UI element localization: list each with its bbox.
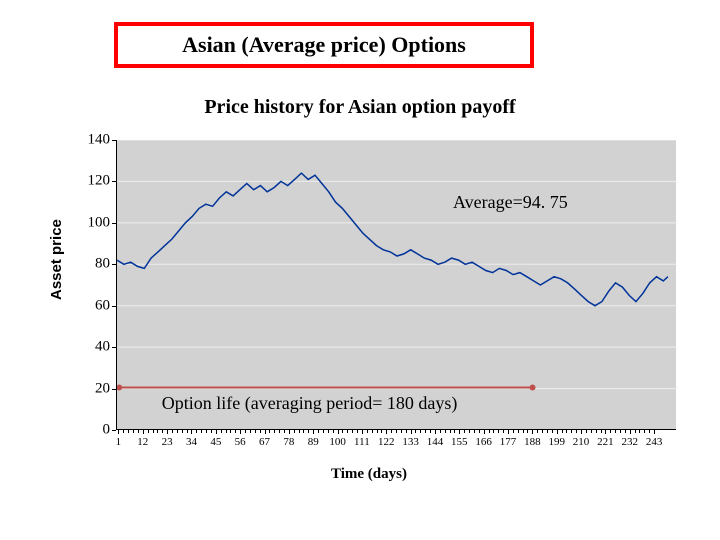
x-tick-label: 243: [646, 436, 663, 448]
y-axis-label: Asset price: [48, 219, 65, 300]
y-tick-label: 40: [72, 339, 110, 356]
x-tick-label: 111: [354, 436, 370, 448]
x-tick-label: 166: [475, 436, 492, 448]
x-tick-label: 12: [137, 436, 148, 448]
x-tick-label: 144: [427, 436, 444, 448]
slide: Asian (Average price) Options Price hist…: [0, 0, 720, 540]
y-tick-label: 0: [72, 422, 110, 439]
x-tick-label: 1: [116, 436, 122, 448]
x-tick-label: 23: [162, 436, 173, 448]
average-annotation: Average=94. 75: [453, 192, 568, 213]
x-tick-label: 34: [186, 436, 197, 448]
slide-title-box: Asian (Average price) Options: [114, 22, 534, 68]
x-tick-label: 188: [524, 436, 541, 448]
y-tick-label: 20: [72, 380, 110, 397]
x-tick-label: 100: [329, 436, 346, 448]
line-series-svg: [117, 140, 677, 430]
chart-subtitle: Price history for Asian option payoff: [0, 96, 720, 119]
price-line: [117, 173, 668, 306]
x-tick-label: 122: [378, 436, 395, 448]
x-tick-label: 155: [451, 436, 468, 448]
x-tick-label: 177: [500, 436, 517, 448]
x-tick-label: 199: [548, 436, 565, 448]
y-tick-label: 60: [72, 297, 110, 314]
x-tick-label: 89: [308, 436, 319, 448]
y-tick-label: 100: [72, 214, 110, 231]
x-tick-label: 210: [573, 436, 590, 448]
option-life-annotation: Option life (averaging period= 180 days): [162, 393, 458, 414]
x-tick-label: 56: [235, 436, 246, 448]
y-tick-label: 120: [72, 173, 110, 190]
x-tick-label: 67: [259, 436, 270, 448]
x-tick-label: 221: [597, 436, 614, 448]
slide-title: Asian (Average price) Options: [182, 32, 466, 58]
x-axis-label: Time (days): [54, 466, 684, 483]
plot-area: Average=94. 75 Option life (averaging pe…: [116, 140, 676, 430]
y-tick-label: 140: [72, 132, 110, 149]
x-tick-label: 133: [402, 436, 419, 448]
x-tick-label: 232: [621, 436, 638, 448]
chart-container: Asset price Average=94. 75 Option life (…: [54, 140, 684, 480]
x-tick-label: 78: [283, 436, 294, 448]
y-tick-label: 80: [72, 256, 110, 273]
x-tick-label: 45: [210, 436, 221, 448]
